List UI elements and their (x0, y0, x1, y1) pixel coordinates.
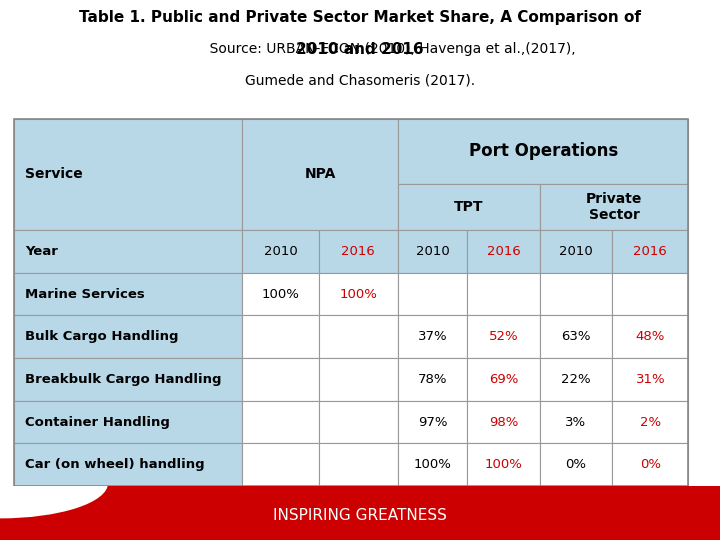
Text: Port Operations: Port Operations (469, 142, 618, 160)
Text: 100%: 100% (485, 458, 523, 471)
Text: 97%: 97% (418, 415, 447, 429)
Bar (398, 119, 688, 184)
Text: Table 1. Public and Private Sector Market Share, A Comparison of: Table 1. Public and Private Sector Marke… (79, 10, 641, 24)
Bar (467, 273, 540, 315)
Bar (243, 273, 318, 315)
Text: 69%: 69% (489, 373, 518, 386)
Text: INSPIRING GREATNESS: INSPIRING GREATNESS (273, 508, 447, 523)
Text: 22%: 22% (561, 373, 591, 386)
Bar (398, 273, 467, 315)
Bar (14, 443, 243, 486)
Bar (398, 315, 467, 358)
Bar (14, 315, 243, 358)
Text: 0%: 0% (565, 458, 587, 471)
Bar (540, 273, 612, 315)
Text: 2010: 2010 (559, 245, 593, 258)
Bar (398, 230, 467, 273)
Text: 0%: 0% (640, 458, 661, 471)
Text: Private
Sector: Private Sector (586, 192, 642, 222)
Bar (540, 358, 612, 401)
Bar (318, 358, 398, 401)
Bar (14, 119, 243, 230)
Text: 78%: 78% (418, 373, 447, 386)
Text: 100%: 100% (339, 288, 377, 301)
Text: Car (on wheel) handling: Car (on wheel) handling (24, 458, 204, 471)
Bar (243, 119, 398, 230)
Bar (467, 230, 540, 273)
Ellipse shape (0, 448, 108, 518)
Bar (243, 358, 318, 401)
Text: 100%: 100% (413, 458, 451, 471)
Bar (14, 230, 243, 273)
Bar (612, 358, 688, 401)
Text: Bulk Cargo Handling: Bulk Cargo Handling (24, 330, 179, 343)
Bar (540, 230, 612, 273)
Bar (243, 315, 318, 358)
Text: 100%: 100% (261, 288, 300, 301)
Bar (467, 401, 540, 443)
Bar (540, 443, 612, 486)
Bar (612, 273, 688, 315)
Bar (14, 273, 243, 315)
Text: 2016: 2016 (341, 245, 375, 258)
Text: Marine Services: Marine Services (24, 288, 145, 301)
Bar (540, 401, 612, 443)
Bar (14, 358, 243, 401)
Bar (467, 358, 540, 401)
Bar (612, 443, 688, 486)
Text: 2016: 2016 (487, 245, 521, 258)
Bar (398, 184, 540, 230)
Bar (398, 358, 467, 401)
Bar (318, 315, 398, 358)
Text: 2010: 2010 (415, 245, 449, 258)
Text: Source: URBAN-ECON (2010), Havenga et al.,(2017),: Source: URBAN-ECON (2010), Havenga et al… (144, 42, 576, 56)
Text: 37%: 37% (418, 330, 447, 343)
Bar (318, 230, 398, 273)
Text: 31%: 31% (636, 373, 665, 386)
Text: Container Handling: Container Handling (24, 415, 170, 429)
Text: 48%: 48% (636, 330, 665, 343)
Bar (612, 401, 688, 443)
Bar (243, 443, 318, 486)
Text: Year: Year (24, 245, 58, 258)
Bar (467, 443, 540, 486)
Text: 2016: 2016 (634, 245, 667, 258)
Bar (14, 401, 243, 443)
Text: Service: Service (24, 167, 83, 181)
Bar (398, 443, 467, 486)
Bar (318, 443, 398, 486)
Bar (467, 315, 540, 358)
Bar (540, 184, 688, 230)
Bar (398, 401, 467, 443)
Bar (318, 401, 398, 443)
Text: 52%: 52% (489, 330, 518, 343)
Text: Breakbulk Cargo Handling: Breakbulk Cargo Handling (24, 373, 221, 386)
Text: 3%: 3% (565, 415, 587, 429)
Bar (243, 401, 318, 443)
Bar (318, 273, 398, 315)
Bar (612, 230, 688, 273)
Text: Gumede and Chasomeris (2017).: Gumede and Chasomeris (2017). (245, 73, 475, 87)
Bar (540, 315, 612, 358)
Text: 98%: 98% (489, 415, 518, 429)
Text: 2010 and 2016: 2010 and 2016 (296, 42, 424, 57)
Text: 63%: 63% (562, 330, 590, 343)
Text: 2010: 2010 (264, 245, 297, 258)
Text: 2%: 2% (640, 415, 661, 429)
Text: NPA: NPA (305, 167, 336, 181)
Bar (243, 230, 318, 273)
Text: TPT: TPT (454, 200, 484, 214)
Bar (612, 315, 688, 358)
